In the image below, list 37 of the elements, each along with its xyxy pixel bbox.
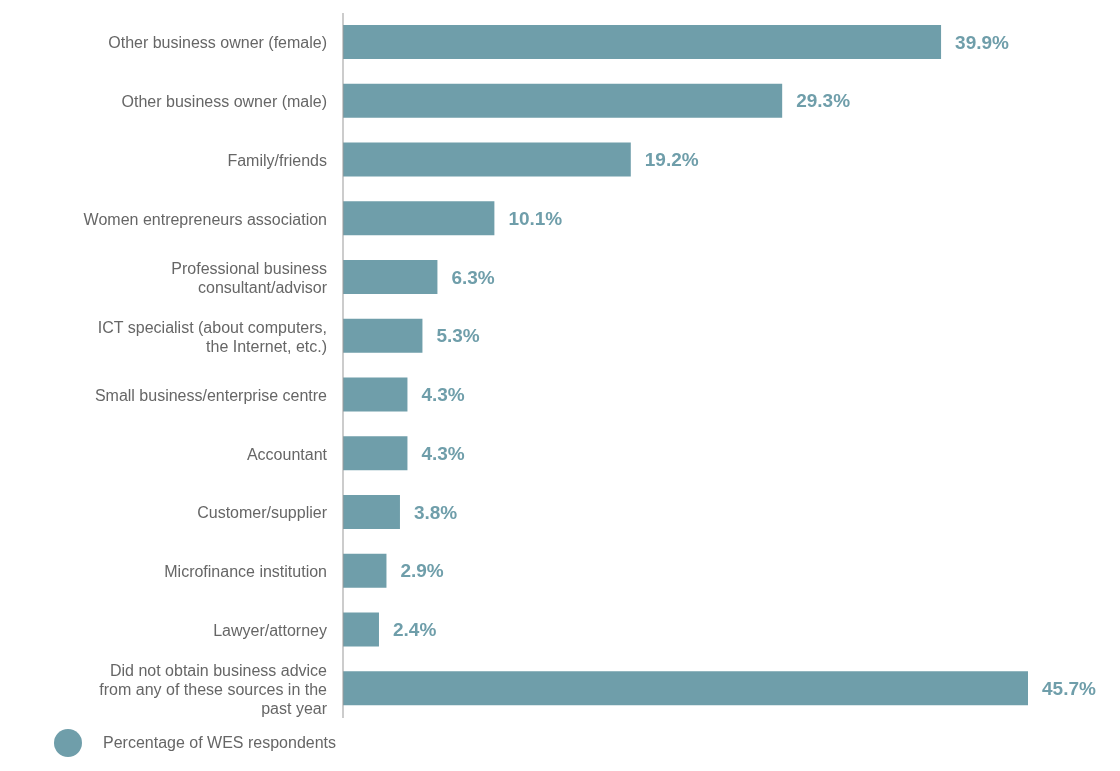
bar xyxy=(343,436,408,471)
data-label: 6.3% xyxy=(451,266,495,288)
y-tick-label: Customer/supplier xyxy=(197,503,328,521)
y-tick-label: Microfinance institution xyxy=(164,562,327,580)
bar xyxy=(343,612,379,647)
legend-label: Percentage of WES respondents xyxy=(103,734,337,752)
bar xyxy=(343,260,438,294)
y-tick-label: Women entrepreneurs association xyxy=(83,210,327,228)
y-tick-label: Lawyer/attorney xyxy=(213,621,327,639)
bar xyxy=(343,142,631,177)
bar xyxy=(343,671,1028,706)
y-tick-label: Professional business consultant/advisor xyxy=(171,259,328,296)
bar xyxy=(343,318,423,353)
y-tick-label: Did not obtain business advice from any of these sources in the past year xyxy=(99,661,328,717)
data-label: 2.9% xyxy=(400,560,444,582)
data-label: 2.4% xyxy=(392,619,437,640)
y-tick-label: Accountant xyxy=(246,445,328,463)
data-label: 10.1% xyxy=(508,207,563,229)
data-label: 45.7% xyxy=(1042,677,1096,699)
y-tick-label: Small business/enterprise centre xyxy=(94,386,328,404)
y-tick-label: Family/friends xyxy=(227,151,327,169)
bar xyxy=(343,25,942,59)
bar xyxy=(343,83,783,118)
data-label: 29.3% xyxy=(796,90,851,112)
data-label: 4.3% xyxy=(421,442,465,464)
bar xyxy=(343,201,495,236)
data-label: 3.8% xyxy=(413,501,458,523)
y-tick-label: Other business owner (male) xyxy=(121,92,327,110)
bar xyxy=(343,553,387,588)
y-tick-label: ICT specialist (about computers, the Internet, etc.) xyxy=(97,318,327,355)
bar xyxy=(343,377,408,412)
data-label: 19.2% xyxy=(644,149,699,170)
y-tick-label: Other business owner (female) xyxy=(108,33,327,51)
data-label: 4.3% xyxy=(421,384,465,405)
data-label: 39.9% xyxy=(955,31,1010,53)
data-label: 5.3% xyxy=(436,325,480,347)
bar xyxy=(343,495,400,529)
